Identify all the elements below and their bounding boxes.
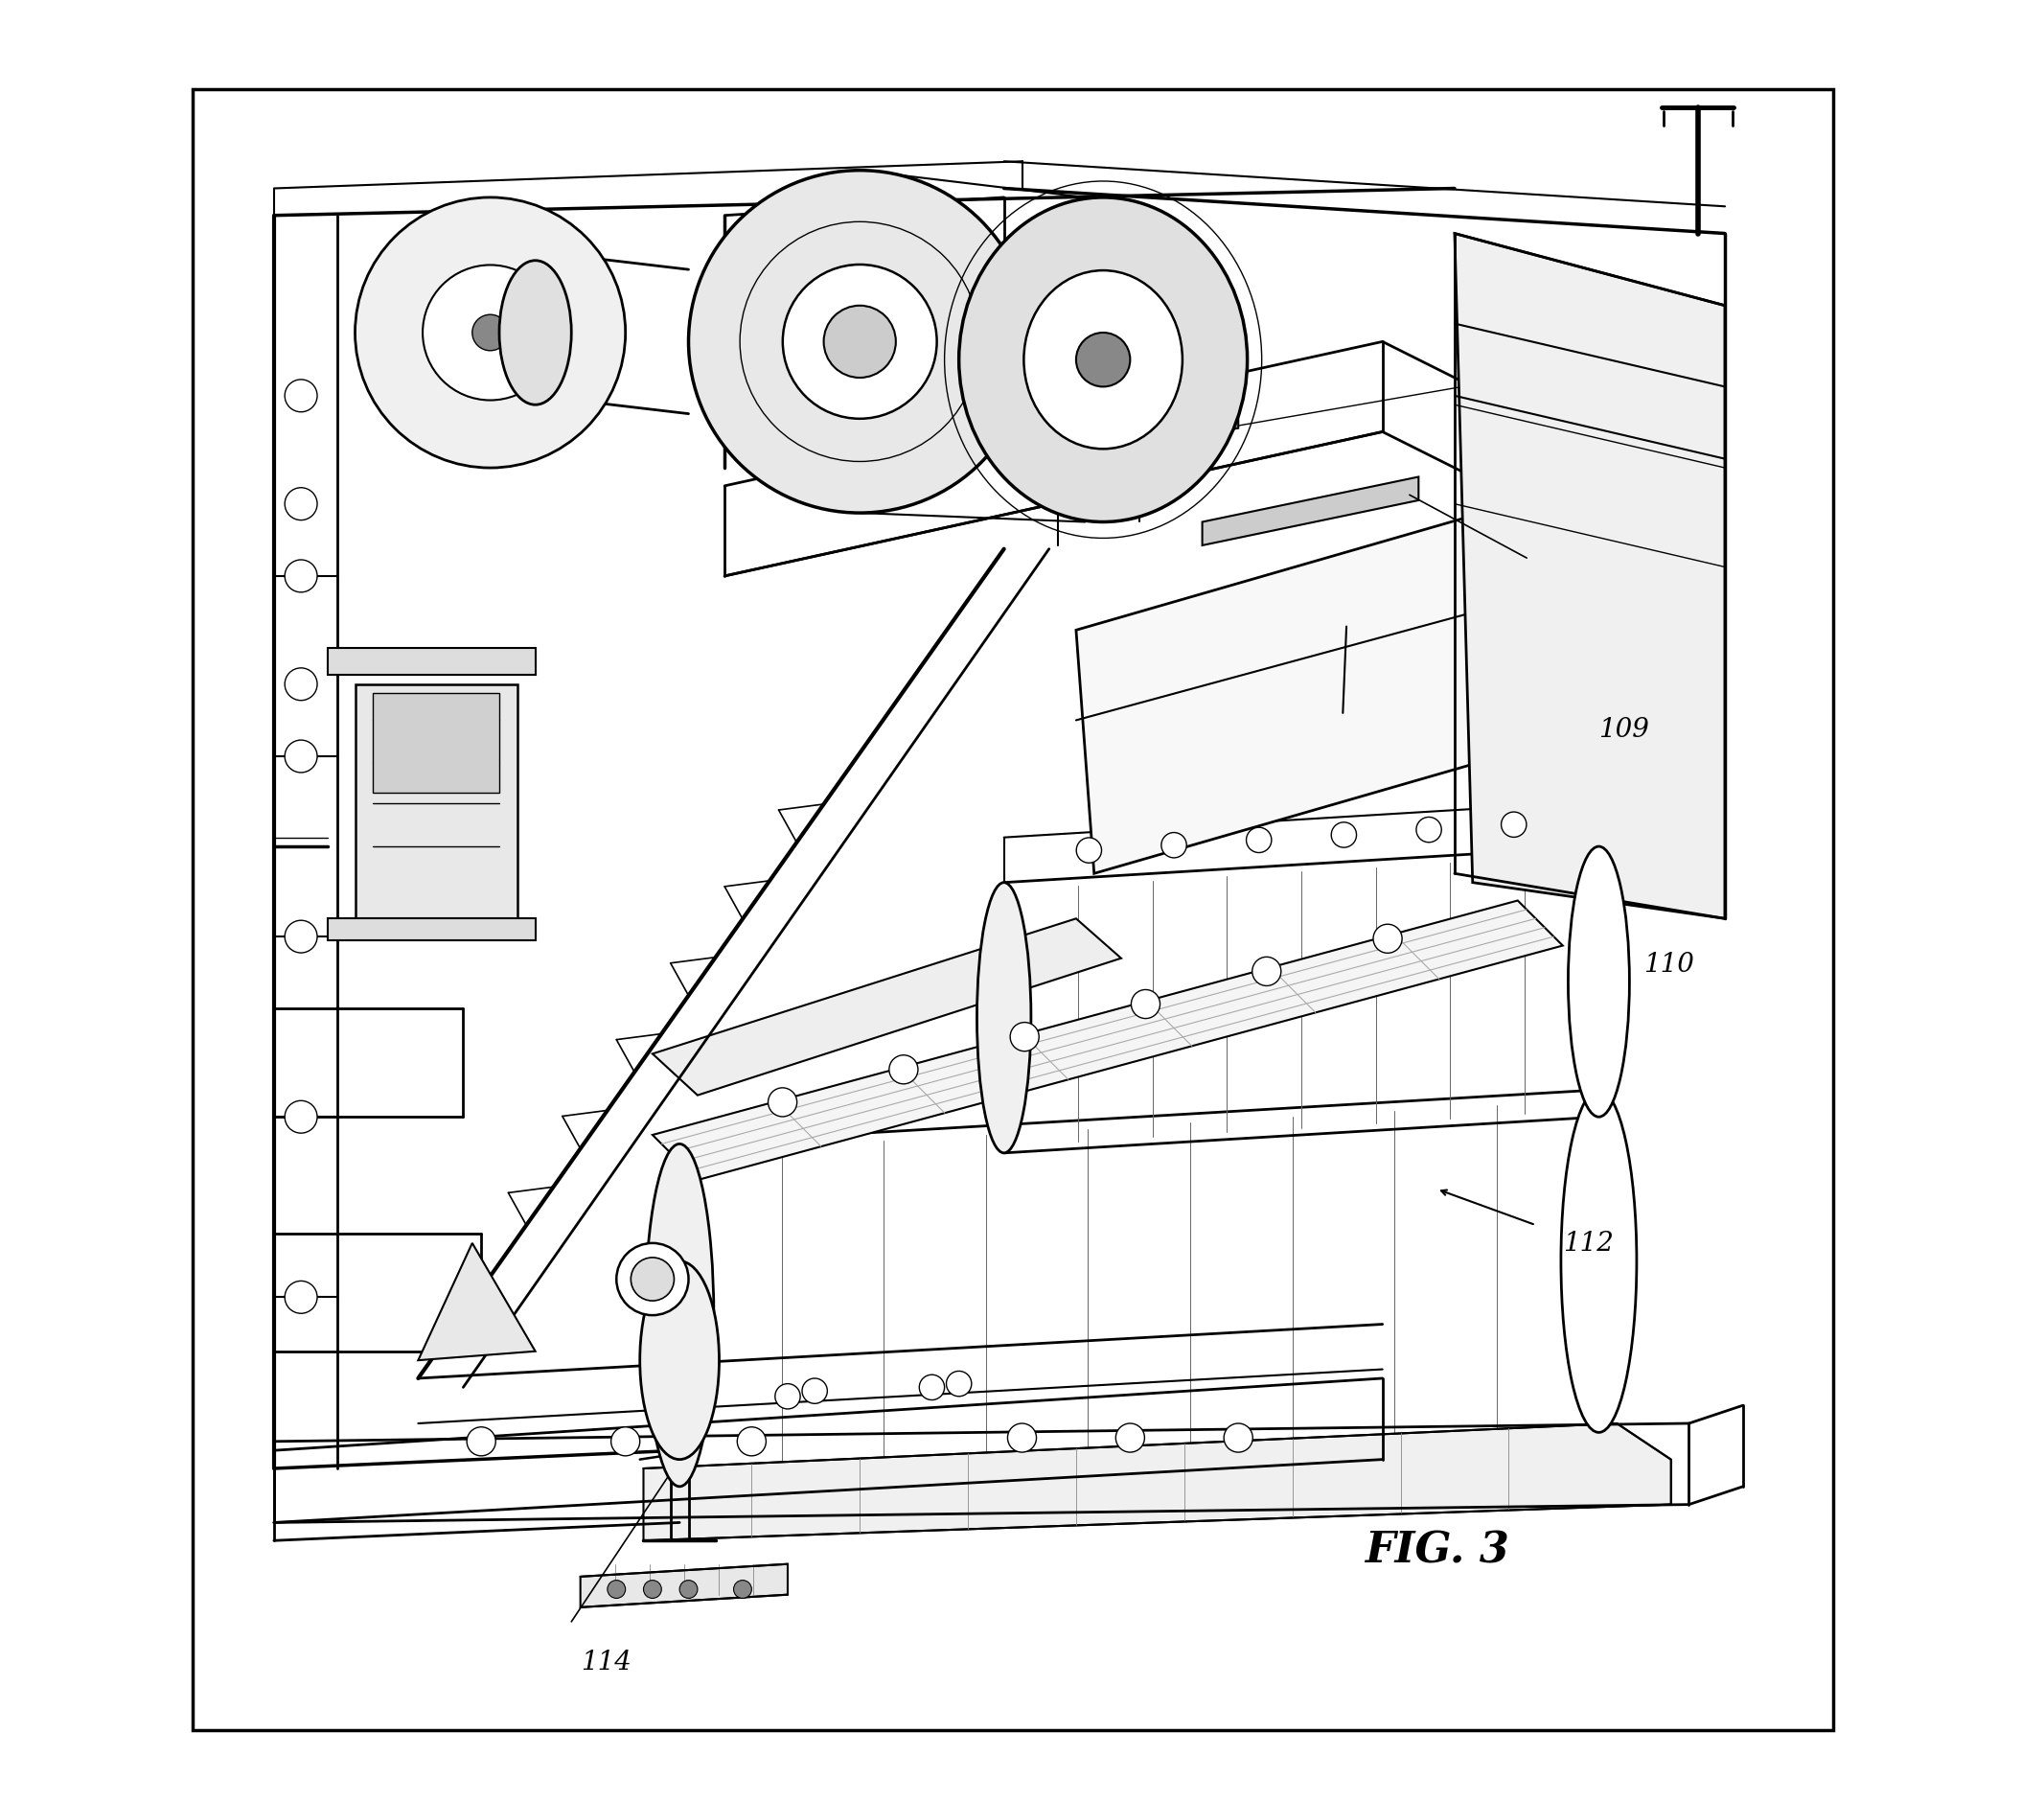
Circle shape <box>284 669 317 701</box>
Circle shape <box>617 1243 689 1315</box>
Circle shape <box>738 1427 766 1456</box>
Circle shape <box>1374 924 1402 953</box>
Circle shape <box>644 1580 662 1598</box>
Polygon shape <box>580 1564 787 1607</box>
Circle shape <box>1161 833 1188 858</box>
Ellipse shape <box>1024 270 1181 449</box>
Circle shape <box>775 1384 801 1409</box>
Circle shape <box>423 267 558 402</box>
Circle shape <box>801 1379 828 1404</box>
Circle shape <box>1331 824 1357 849</box>
Circle shape <box>284 741 317 773</box>
Circle shape <box>284 921 317 953</box>
Polygon shape <box>652 901 1564 1180</box>
Circle shape <box>1224 1424 1253 1452</box>
Text: FIG. 3: FIG. 3 <box>1365 1530 1508 1570</box>
Circle shape <box>838 321 881 364</box>
Circle shape <box>472 315 509 351</box>
Circle shape <box>734 1580 752 1598</box>
Circle shape <box>824 306 895 378</box>
Ellipse shape <box>959 198 1247 523</box>
Circle shape <box>1116 1424 1145 1452</box>
Polygon shape <box>374 694 499 793</box>
Circle shape <box>1416 818 1441 843</box>
Circle shape <box>284 1101 317 1133</box>
Text: 114: 114 <box>580 1649 632 1674</box>
Ellipse shape <box>977 883 1030 1153</box>
Circle shape <box>946 1371 971 1397</box>
Circle shape <box>1008 1424 1036 1452</box>
Circle shape <box>607 1580 625 1598</box>
Circle shape <box>1500 813 1527 838</box>
Circle shape <box>284 560 317 593</box>
Circle shape <box>284 488 317 521</box>
Text: 109: 109 <box>1598 717 1650 742</box>
Circle shape <box>1077 838 1102 863</box>
Circle shape <box>679 1580 697 1598</box>
Polygon shape <box>327 919 536 941</box>
Polygon shape <box>1157 387 1239 441</box>
Circle shape <box>632 1258 675 1301</box>
Polygon shape <box>644 1424 1670 1541</box>
Ellipse shape <box>1568 847 1629 1117</box>
Circle shape <box>1130 989 1161 1018</box>
Polygon shape <box>1202 478 1419 546</box>
Circle shape <box>920 1375 944 1400</box>
Text: 110: 110 <box>1643 951 1694 977</box>
Polygon shape <box>356 685 517 919</box>
Circle shape <box>1253 957 1282 986</box>
Ellipse shape <box>1562 1090 1637 1433</box>
Polygon shape <box>419 1243 536 1361</box>
Circle shape <box>689 171 1030 514</box>
Circle shape <box>1247 827 1271 852</box>
Circle shape <box>356 198 625 469</box>
Circle shape <box>783 265 936 420</box>
Text: 112: 112 <box>1564 1231 1613 1256</box>
Polygon shape <box>1455 234 1725 919</box>
Circle shape <box>466 1427 495 1456</box>
Circle shape <box>284 1281 317 1314</box>
Circle shape <box>284 380 317 413</box>
Polygon shape <box>652 919 1122 1096</box>
Ellipse shape <box>499 261 572 405</box>
Circle shape <box>611 1427 640 1456</box>
Circle shape <box>889 1056 918 1085</box>
Circle shape <box>769 1088 797 1117</box>
Ellipse shape <box>646 1144 713 1487</box>
Circle shape <box>1010 1024 1038 1052</box>
Polygon shape <box>327 649 536 676</box>
Ellipse shape <box>640 1261 719 1460</box>
Polygon shape <box>1075 496 1564 874</box>
Circle shape <box>1075 333 1130 387</box>
